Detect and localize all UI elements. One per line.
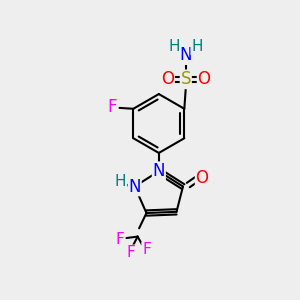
Text: F: F — [142, 242, 151, 257]
Text: F: F — [107, 98, 117, 116]
Text: F: F — [127, 245, 136, 260]
Text: S: S — [181, 70, 191, 88]
Text: N: N — [153, 162, 165, 180]
Text: H: H — [169, 39, 180, 54]
Text: H: H — [191, 39, 203, 54]
Text: O: O — [196, 169, 208, 187]
Text: N: N — [128, 178, 141, 196]
Text: N: N — [180, 46, 192, 64]
Text: O: O — [161, 70, 174, 88]
Text: O: O — [198, 70, 211, 88]
Text: F: F — [116, 232, 124, 247]
Text: H: H — [115, 174, 126, 189]
